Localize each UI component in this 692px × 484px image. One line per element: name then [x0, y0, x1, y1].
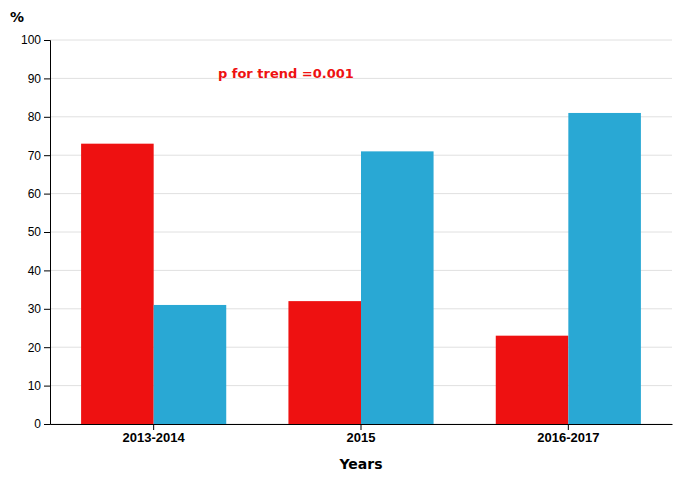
x-tick: 2013-2014 [123, 424, 186, 445]
y-tick-label: 40 [28, 264, 42, 278]
x-axis-title: Years [338, 456, 382, 472]
y-tick-mark [44, 78, 50, 79]
y-tick-mark [44, 347, 50, 348]
y-tick: 50 [28, 225, 50, 239]
y-tick: 100 [21, 33, 50, 47]
bars [81, 113, 641, 424]
grid [50, 40, 672, 424]
y-tick: 80 [28, 110, 50, 124]
y-tick-label: 20 [28, 341, 42, 355]
plot-area: 0 10 20 30 40 50 60 70 80 90 100 2013-2014 2015 2016-… [21, 33, 673, 445]
y-tick-mark [44, 155, 50, 156]
y-tick-mark [44, 117, 50, 118]
bar [496, 336, 569, 424]
y-tick-mark [44, 40, 50, 41]
bar [568, 113, 641, 424]
y-axis-line [44, 41, 51, 425]
y-tick-label: 0 [34, 417, 41, 431]
chart-container: 0 10 20 30 40 50 60 70 80 90 100 2013-2014 2015 2016-… [0, 0, 692, 484]
y-axis: 0 10 20 30 40 50 60 70 80 90 100 [21, 33, 51, 431]
annotation: p for trend =0.001 [218, 66, 354, 81]
y-tick-label: 70 [28, 149, 42, 163]
x-tick: 2016-2017 [537, 424, 599, 445]
y-tick-label: 60 [28, 187, 42, 201]
bar [81, 144, 154, 424]
y-tick-label: 80 [28, 110, 42, 124]
x-tick-mark [568, 424, 569, 430]
y-tick-mark [44, 194, 50, 195]
y-tick-mark [44, 270, 50, 271]
y-tick: 40 [28, 264, 50, 278]
x-tick-label: 2013-2014 [123, 430, 186, 445]
y-tick: 0 [34, 417, 50, 431]
y-tick-mark [44, 232, 50, 233]
y-tick: 20 [28, 341, 50, 355]
x-axis: 2013-2014 2015 2016-2017 [51, 424, 673, 445]
y-tick-label: 90 [28, 72, 42, 86]
bar-series [81, 144, 568, 424]
y-tick-mark [44, 309, 50, 310]
x-tick-mark [153, 424, 154, 430]
x-tick-label: 2016-2017 [537, 430, 599, 445]
chart-svg: 0 10 20 30 40 50 60 70 80 90 100 2013-2014 2015 2016-… [0, 0, 692, 484]
y-tick-mark [44, 424, 50, 425]
bar [361, 151, 434, 424]
y-tick: 70 [28, 149, 50, 163]
bar [288, 301, 361, 424]
bar-series [154, 113, 641, 424]
x-tick-label: 2015 [347, 430, 376, 445]
y-tick: 30 [28, 302, 50, 316]
y-axis-title: % [10, 9, 24, 25]
bar [154, 305, 227, 424]
y-tick: 10 [28, 379, 50, 393]
grid-line [50, 78, 672, 79]
x-tick-mark [361, 424, 362, 430]
y-tick-label: 50 [28, 225, 42, 239]
y-tick: 90 [28, 72, 50, 86]
y-tick-mark [44, 386, 50, 387]
y-tick: 60 [28, 187, 50, 201]
x-tick: 2015 [347, 424, 376, 445]
y-tick-label: 100 [21, 33, 41, 47]
grid-line [50, 40, 672, 41]
y-tick-label: 30 [28, 302, 42, 316]
y-tick-label: 10 [28, 379, 42, 393]
